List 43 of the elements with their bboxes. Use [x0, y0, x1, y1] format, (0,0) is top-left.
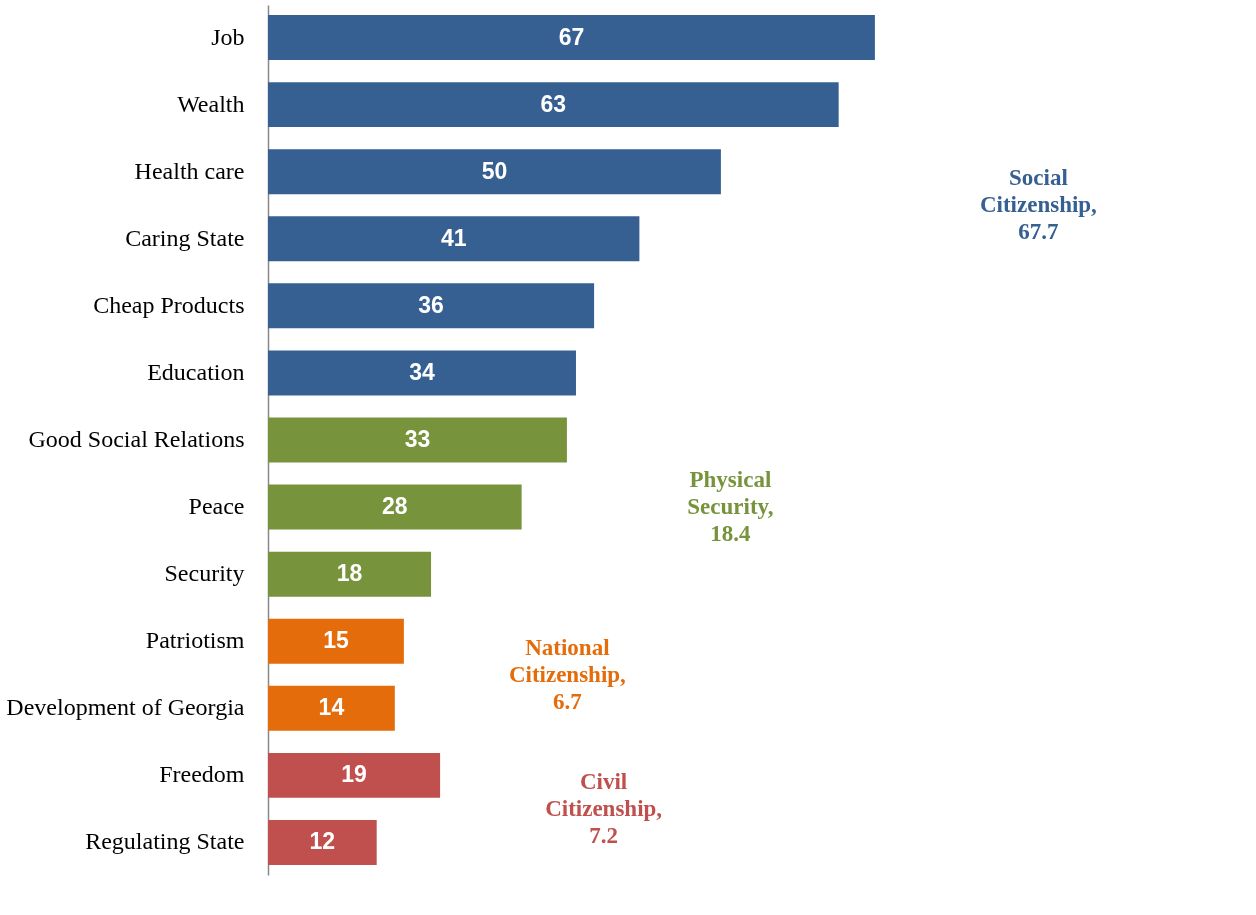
bar	[268, 820, 377, 865]
y-tick-label: Education	[147, 358, 245, 385]
text: Social Citizenship, 67.7	[979, 165, 1097, 245]
y-tick-label: Development of Georgia	[6, 694, 245, 721]
bar	[268, 484, 522, 530]
data-label: 67	[558, 23, 585, 50]
annotation: Civil Citizenship, 7.2	[545, 768, 663, 848]
bar	[268, 216, 640, 262]
y-tick-label: Caring State	[125, 224, 245, 251]
annotation: Physical Security, 18.4	[687, 467, 774, 547]
data-label: 12	[309, 828, 336, 855]
data-label: 50	[481, 157, 508, 184]
bar	[268, 618, 404, 664]
data-label: 18	[336, 560, 363, 587]
bar	[268, 350, 576, 396]
y-tick-label: Good Social Relations	[28, 426, 245, 452]
bar	[268, 685, 395, 731]
bar	[268, 15, 875, 60]
data-label: 14	[318, 694, 345, 721]
y-tick-label: Regulating State	[85, 828, 245, 855]
data-label: 63	[540, 90, 567, 117]
y-tick-label: Health care	[134, 157, 245, 184]
annotation: National Citizenship, 6.7	[508, 634, 626, 714]
y-tick-label: Security	[164, 560, 245, 587]
data-label: 19	[341, 761, 367, 788]
data-label: 28	[382, 493, 408, 520]
data-label: 41	[440, 224, 467, 251]
y-tick-label: Peace	[188, 493, 245, 520]
y-tick-label: Job	[211, 23, 245, 50]
data-label: 15	[323, 627, 349, 654]
data-label: 36	[418, 291, 444, 318]
y-tick-label: Cheap Products	[93, 291, 245, 318]
bar	[268, 752, 441, 798]
bar	[268, 149, 721, 195]
bar	[268, 283, 595, 329]
y-tick-label: Patriotism	[145, 627, 245, 654]
bar	[268, 82, 839, 128]
bar	[268, 417, 567, 463]
data-label: 34	[409, 358, 435, 385]
y-tick-label: Wealth	[177, 90, 245, 117]
bar	[268, 551, 432, 597]
y-tick-label: Freedom	[159, 761, 245, 788]
data-label: 33	[404, 426, 431, 452]
